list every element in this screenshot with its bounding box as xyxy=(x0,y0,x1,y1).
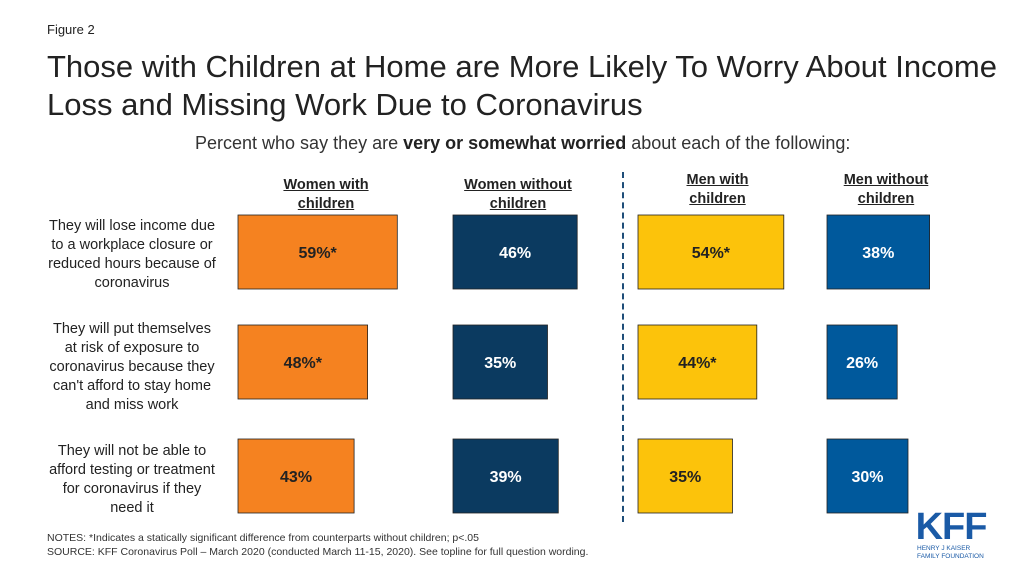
chart-title: Those with Children at Home are More Lik… xyxy=(47,49,997,122)
data-label-women-with-children-income-loss: 59%* xyxy=(299,245,338,262)
notes-line: NOTES: *Indicates a statically significa… xyxy=(47,532,479,544)
data-label-men-with-children-income-loss: 54%* xyxy=(692,245,731,262)
column-header-women-without-children: Women without children xyxy=(464,177,572,212)
bar-women-with-children-income-loss xyxy=(237,214,398,290)
kff-logo: KFF HENRY J KAISER FAMILY FOUNDATION xyxy=(913,506,989,560)
bar-men-with-children-exposure-risk xyxy=(637,324,758,400)
data-label-men-with-children-testing-cost: 35% xyxy=(669,469,701,486)
bar-men-without-children-exposure-risk xyxy=(826,324,898,400)
data-label-women-without-children-exposure-risk: 35% xyxy=(484,355,516,372)
bar-men-with-children-testing-cost xyxy=(637,438,733,514)
logo-subtitle: HENRY J KAISER FAMILY FOUNDATION xyxy=(917,545,984,560)
row-label-income-loss: They will lose income due to a workplace… xyxy=(48,218,216,291)
subtitle-prefix: Percent who say they are xyxy=(195,133,404,153)
bar-men-without-children-testing-cost xyxy=(826,438,909,514)
bar-women-with-children-testing-cost xyxy=(237,438,355,514)
data-label-men-with-children-exposure-risk: 44%* xyxy=(678,355,717,372)
column-header-men-with-children: Men with children xyxy=(686,172,749,207)
logo-mark: KFF xyxy=(915,506,988,548)
subtitle-suffix: about each of the following: xyxy=(626,133,851,153)
footnotes: NOTES: *Indicates a statically significa… xyxy=(47,531,588,559)
source-line: SOURCE: KFF Coronavirus Poll – March 202… xyxy=(47,546,589,558)
bar-men-with-children-income-loss xyxy=(637,214,785,290)
bar-women-without-children-income-loss xyxy=(452,214,578,290)
data-label-women-with-children-testing-cost: 43% xyxy=(280,469,312,486)
data-label-men-without-children-income-loss: 38% xyxy=(862,245,894,262)
subtitle-emphasis: very or somewhat worried xyxy=(403,133,627,153)
data-label-women-with-children-exposure-risk: 48%* xyxy=(284,355,323,372)
bar-men-without-children-income-loss xyxy=(826,214,930,290)
group-divider xyxy=(622,172,624,522)
column-header-men-without-children: Men without children xyxy=(843,172,929,207)
bar-women-without-children-testing-cost xyxy=(452,438,559,514)
data-label-women-without-children-income-loss: 46% xyxy=(499,245,531,262)
column-header-women-with-children: Women with children xyxy=(283,177,369,212)
data-label-men-without-children-exposure-risk: 26% xyxy=(846,355,878,372)
figure-label: Figure 2 xyxy=(47,22,95,37)
row-label-testing-cost: They will not be able to afford testing … xyxy=(49,443,215,516)
bar-women-with-children-exposure-risk xyxy=(237,324,369,400)
chart-subtitle: Percent who say they are very or somewha… xyxy=(195,133,850,154)
row-label-exposure-risk: They will put themselves at risk of expo… xyxy=(49,321,215,413)
bar-women-without-children-exposure-risk xyxy=(452,324,548,400)
data-label-men-without-children-testing-cost: 30% xyxy=(851,469,883,486)
data-label-women-without-children-testing-cost: 39% xyxy=(490,469,522,486)
